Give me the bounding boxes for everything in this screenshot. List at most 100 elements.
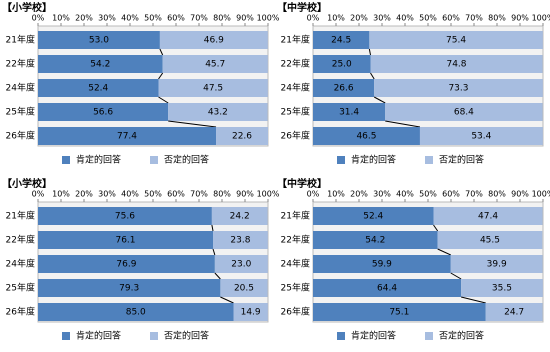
x-tick-label: 80% [213, 190, 231, 199]
y-tick-label: 21年度 [281, 210, 310, 222]
x-tick-label: 100% [257, 190, 280, 199]
legend-swatch [62, 332, 70, 340]
value-label: 43.2 [208, 108, 228, 118]
bar-segment [313, 279, 462, 297]
value-label: 77.4 [117, 132, 137, 142]
x-tick-label: 40% [121, 190, 139, 199]
bar-segment [233, 303, 268, 321]
y-tick-label: 25年度 [281, 282, 310, 294]
y-tick-label: 22年度 [281, 58, 310, 70]
x-tick-label: 60% [167, 14, 185, 23]
series-line [368, 48, 371, 56]
bar-segment [450, 255, 543, 273]
x-tick-label: 20% [75, 14, 93, 23]
value-label: 47.4 [478, 212, 498, 222]
x-tick-label: 30% [373, 14, 391, 23]
value-label: 68.4 [454, 108, 474, 118]
legend-swatch [337, 156, 345, 164]
bar-segment [38, 103, 169, 121]
value-label: 56.6 [93, 108, 113, 118]
value-label: 14.9 [241, 308, 261, 318]
y-tick-label: 21年度 [281, 34, 310, 46]
value-label: 24.2 [230, 212, 250, 222]
bar-segment [437, 231, 543, 249]
value-label: 74.8 [446, 60, 466, 70]
legend-label: 否定的回答 [439, 154, 484, 166]
legend-swatch [62, 156, 70, 164]
y-tick-label: 21年度 [6, 34, 35, 46]
chart-title: 【中学校】 [277, 177, 327, 190]
value-label: 64.4 [377, 284, 397, 294]
x-tick-label: 20% [350, 14, 368, 23]
bar-segment [213, 231, 268, 249]
x-tick-label: 90% [236, 190, 254, 199]
series-line [220, 296, 234, 304]
x-tick-label: 10% [327, 14, 345, 23]
value-label: 75.1 [389, 308, 409, 318]
bar-segment [369, 31, 543, 49]
legend-label: 肯定的回答 [351, 330, 396, 342]
value-label: 26.6 [334, 84, 354, 94]
x-tick-label: 0% [32, 14, 45, 23]
y-tick-label: 24年度 [281, 82, 310, 94]
bar-segment [38, 127, 217, 145]
value-label: 24.5 [331, 36, 351, 46]
x-tick-label: 70% [465, 190, 483, 199]
chart-title: 【中学校】 [277, 1, 327, 14]
y-tick-label: 26年度 [6, 130, 35, 142]
y-tick-label: 25年度 [281, 106, 310, 118]
x-tick-label: 40% [396, 14, 414, 23]
bar-segment [38, 207, 212, 225]
value-label: 59.9 [372, 260, 392, 270]
x-tick-label: 80% [488, 190, 506, 199]
legend-label: 肯定的回答 [76, 330, 121, 342]
value-label: 85.0 [126, 308, 146, 318]
x-tick-label: 100% [532, 14, 550, 23]
x-tick-label: 90% [236, 14, 254, 23]
y-tick-label: 22年度 [6, 58, 35, 70]
y-tick-label: 26年度 [281, 130, 310, 142]
legend-swatch [337, 332, 345, 340]
bar-segment [313, 207, 434, 225]
x-tick-label: 100% [257, 14, 280, 23]
x-tick-label: 70% [190, 14, 208, 23]
series-line [168, 120, 217, 128]
x-tick-label: 0% [32, 190, 45, 199]
bar-segment [313, 103, 386, 121]
bar-segment [313, 231, 438, 249]
x-tick-label: 50% [144, 190, 162, 199]
value-label: 24.7 [504, 308, 524, 318]
bar-segment [419, 127, 543, 145]
chart-title: 【小学校】 [2, 1, 52, 14]
value-label: 23.8 [230, 236, 250, 246]
bar-segment [220, 279, 268, 297]
y-tick-label: 22年度 [281, 234, 310, 246]
series-line [373, 96, 386, 104]
bar-segment [38, 279, 221, 297]
series-line [158, 96, 169, 104]
series-line [159, 48, 164, 56]
x-tick-label: 10% [327, 190, 345, 199]
y-tick-label: 26年度 [6, 306, 35, 318]
series-line [433, 224, 439, 232]
value-label: 46.5 [356, 132, 376, 142]
bar-segment [313, 127, 420, 145]
x-tick-label: 20% [75, 190, 93, 199]
x-tick-label: 40% [396, 190, 414, 199]
bar-segment [370, 55, 543, 73]
x-tick-label: 50% [419, 14, 437, 23]
x-tick-label: 0% [307, 190, 320, 199]
x-tick-label: 80% [213, 14, 231, 23]
series-line [461, 296, 486, 304]
value-label: 47.5 [203, 84, 223, 94]
legend-swatch [425, 332, 433, 340]
x-tick-label: 40% [121, 14, 139, 23]
y-tick-label: 24年度 [6, 258, 35, 270]
x-tick-label: 10% [52, 14, 70, 23]
y-tick-label: 25年度 [6, 282, 35, 294]
y-tick-label: 24年度 [281, 258, 310, 270]
bar-segment [38, 31, 160, 49]
chart-title: 【小学校】 [2, 177, 52, 190]
y-tick-label: 24年度 [6, 82, 35, 94]
